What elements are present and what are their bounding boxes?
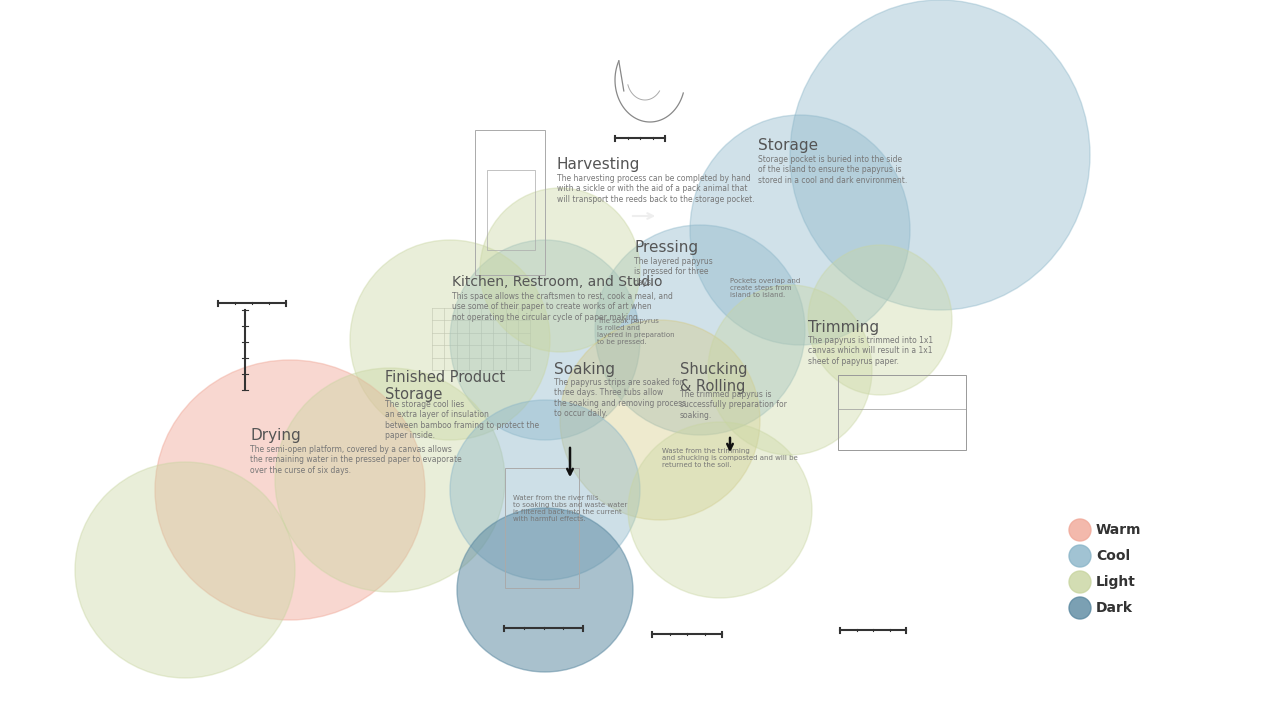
Text: Finished Product
Storage: Finished Product Storage — [385, 370, 506, 402]
Text: Waste from the trimming
and shucking is composted and will be
returned to the so: Waste from the trimming and shucking is … — [662, 448, 797, 468]
Text: Warm: Warm — [1096, 523, 1142, 537]
Ellipse shape — [349, 240, 550, 440]
Text: The papyrus strips are soaked for
three days. Three tubs allow
the soaking and r: The papyrus strips are soaked for three … — [554, 378, 686, 418]
Text: This space allows the craftsmen to rest, cook a meal, and
use some of their pape: This space allows the craftsmen to rest,… — [452, 292, 673, 322]
Text: Light: Light — [1096, 575, 1135, 589]
Text: The storage cool lies
an extra layer of insulation
between bamboo framing to pro: The storage cool lies an extra layer of … — [385, 400, 539, 440]
Bar — [486, 170, 535, 250]
Text: Kitchen, Restroom, and Studio: Kitchen, Restroom, and Studio — [452, 275, 663, 289]
Circle shape — [1069, 597, 1091, 619]
Ellipse shape — [457, 508, 634, 672]
Text: Water from the river fills
to soaking tubs and waste water
is filtered back into: Water from the river fills to soaking tu… — [513, 495, 627, 522]
Text: The soak papyrus
is rolled and
layered in preparation
to be pressed.: The soak papyrus is rolled and layered i… — [596, 318, 675, 345]
Text: Cool: Cool — [1096, 549, 1130, 563]
Circle shape — [1069, 545, 1091, 567]
Text: The harvesting process can be completed by hand
with a sickle or with the aid of: The harvesting process can be completed … — [557, 174, 755, 204]
Bar — [838, 375, 966, 450]
Text: Dark: Dark — [1096, 601, 1133, 615]
Circle shape — [1069, 519, 1091, 541]
Text: The layered papyrus
is pressed for three
days.: The layered papyrus is pressed for three… — [634, 257, 713, 287]
Bar — [506, 468, 579, 588]
Text: Storage: Storage — [758, 138, 818, 153]
Circle shape — [1069, 571, 1091, 593]
Ellipse shape — [480, 188, 640, 352]
Ellipse shape — [628, 422, 812, 598]
Ellipse shape — [708, 285, 872, 455]
Text: Storage pocket is buried into the side
of the island to ensure the papyrus is
st: Storage pocket is buried into the side o… — [758, 155, 908, 185]
Ellipse shape — [790, 0, 1091, 310]
Text: Soaking: Soaking — [554, 362, 614, 377]
Ellipse shape — [690, 115, 910, 345]
Text: Drying: Drying — [250, 428, 301, 443]
Ellipse shape — [808, 245, 952, 395]
Ellipse shape — [595, 225, 805, 435]
Text: The semi-open platform, covered by a canvas allows
the remaining water in the pr: The semi-open platform, covered by a can… — [250, 445, 462, 474]
Ellipse shape — [76, 462, 294, 678]
Ellipse shape — [561, 320, 760, 520]
Text: Harvesting: Harvesting — [557, 157, 640, 172]
Text: The papyrus is trimmed into 1x1
canvas which will result in a 1x1
sheet of papyr: The papyrus is trimmed into 1x1 canvas w… — [808, 336, 933, 366]
Text: Pockets overlap and
create steps from
island to island.: Pockets overlap and create steps from is… — [730, 278, 800, 298]
Ellipse shape — [451, 240, 640, 440]
Text: Shucking
& Rolling: Shucking & Rolling — [680, 362, 748, 395]
Ellipse shape — [451, 400, 640, 580]
Text: Trimming: Trimming — [808, 320, 879, 335]
Bar — [475, 130, 545, 275]
Text: The trimmed papyrus is
successfully preparation for
soaking.: The trimmed papyrus is successfully prep… — [680, 390, 787, 420]
Text: Pressing: Pressing — [634, 240, 698, 255]
Ellipse shape — [155, 360, 425, 620]
Ellipse shape — [275, 368, 506, 592]
